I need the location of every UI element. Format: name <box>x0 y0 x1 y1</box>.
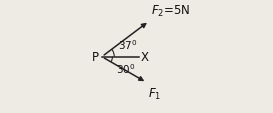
Text: 30$^0$: 30$^0$ <box>115 61 135 75</box>
Text: $F_1$: $F_1$ <box>148 86 161 101</box>
Text: $F_2$=5N: $F_2$=5N <box>150 4 190 19</box>
Text: P: P <box>92 51 99 64</box>
Text: X: X <box>141 51 149 64</box>
Text: 37$^0$: 37$^0$ <box>118 37 138 51</box>
